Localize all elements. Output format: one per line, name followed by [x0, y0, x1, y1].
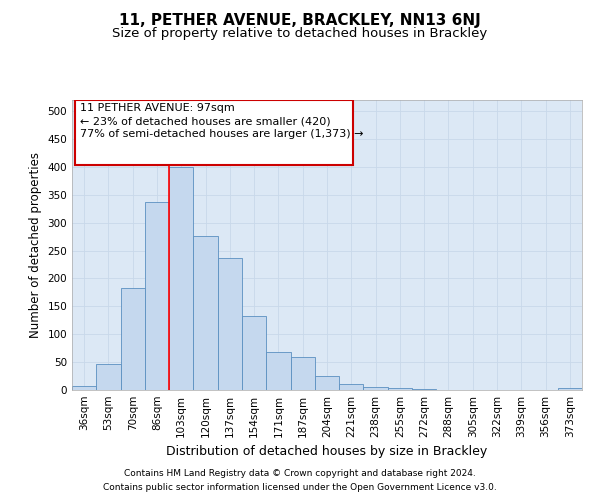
Bar — [72, 386, 96, 390]
Bar — [121, 288, 145, 390]
Bar — [96, 364, 121, 390]
Bar — [266, 352, 290, 390]
Bar — [290, 356, 315, 390]
Bar — [339, 384, 364, 390]
FancyBboxPatch shape — [74, 100, 353, 165]
Bar — [242, 316, 266, 390]
Y-axis label: Number of detached properties: Number of detached properties — [29, 152, 42, 338]
Bar — [388, 388, 412, 390]
Text: Contains public sector information licensed under the Open Government Licence v3: Contains public sector information licen… — [103, 484, 497, 492]
Bar — [412, 389, 436, 390]
Bar — [169, 167, 193, 390]
Bar — [218, 258, 242, 390]
Text: Size of property relative to detached houses in Brackley: Size of property relative to detached ho… — [112, 28, 488, 40]
Bar — [364, 387, 388, 390]
Text: 11 PETHER AVENUE: 97sqm
← 23% of detached houses are smaller (420)
77% of semi-d: 11 PETHER AVENUE: 97sqm ← 23% of detache… — [80, 103, 363, 140]
Text: Contains HM Land Registry data © Crown copyright and database right 2024.: Contains HM Land Registry data © Crown c… — [124, 468, 476, 477]
Text: 11, PETHER AVENUE, BRACKLEY, NN13 6NJ: 11, PETHER AVENUE, BRACKLEY, NN13 6NJ — [119, 12, 481, 28]
X-axis label: Distribution of detached houses by size in Brackley: Distribution of detached houses by size … — [166, 446, 488, 458]
Bar — [558, 388, 582, 390]
Bar — [145, 202, 169, 390]
Bar — [193, 236, 218, 390]
Bar — [315, 376, 339, 390]
